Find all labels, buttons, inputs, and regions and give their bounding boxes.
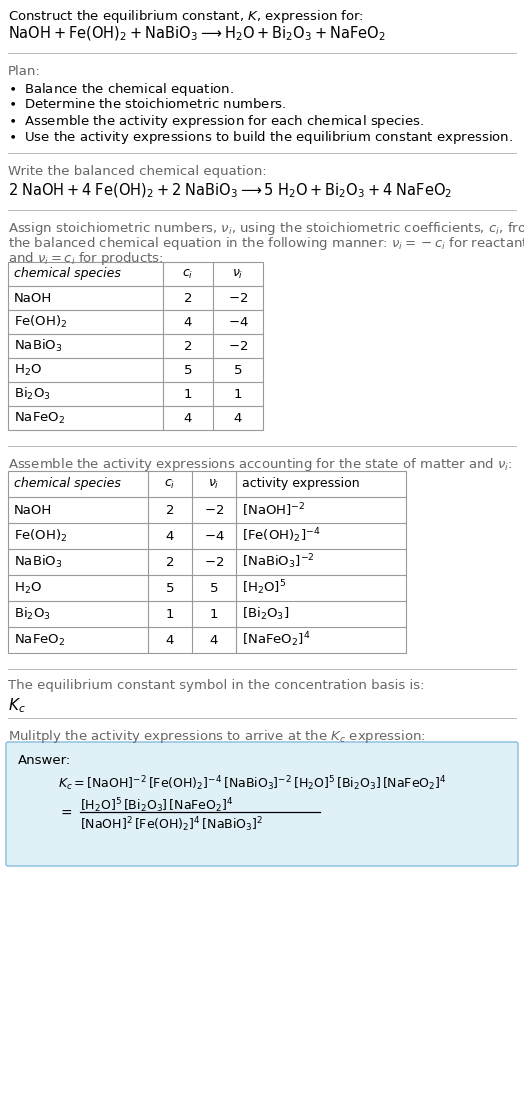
Text: Answer:: Answer: — [18, 754, 71, 767]
Text: Plan:: Plan: — [8, 65, 41, 78]
Text: $\mathrm{H_2O}$: $\mathrm{H_2O}$ — [14, 363, 42, 378]
Text: 1: 1 — [210, 608, 219, 621]
Text: $-2$: $-2$ — [204, 503, 224, 517]
Text: $-2$: $-2$ — [228, 340, 248, 353]
Text: $[\mathrm{Fe(OH)_2}]^{-4}$: $[\mathrm{Fe(OH)_2}]^{-4}$ — [242, 526, 321, 545]
Text: The equilibrium constant symbol in the concentration basis is:: The equilibrium constant symbol in the c… — [8, 679, 424, 692]
Text: 4: 4 — [210, 633, 218, 646]
Text: Construct the equilibrium constant, $K$, expression for:: Construct the equilibrium constant, $K$,… — [8, 8, 364, 25]
Text: $\mathrm{NaBiO_3}$: $\mathrm{NaBiO_3}$ — [14, 554, 62, 570]
Text: $\mathrm{H_2O}$: $\mathrm{H_2O}$ — [14, 580, 42, 596]
Text: $\bullet\;$ Use the activity expressions to build the equilibrium constant expre: $\bullet\;$ Use the activity expressions… — [8, 129, 513, 146]
Text: $[\mathrm{H_2O}]^5$: $[\mathrm{H_2O}]^5$ — [242, 579, 286, 598]
Text: $\bullet\;$ Assemble the activity expression for each chemical species.: $\bullet\;$ Assemble the activity expres… — [8, 113, 424, 130]
Text: $=$: $=$ — [58, 804, 73, 819]
Text: the balanced chemical equation in the following manner: $\nu_i = -c_i$ for react: the balanced chemical equation in the fo… — [8, 235, 524, 252]
Text: $[\mathrm{NaOH}]^{-2}$: $[\mathrm{NaOH}]^{-2}$ — [242, 501, 305, 519]
Text: 2: 2 — [184, 291, 192, 304]
Text: $[\mathrm{H_2O}]^5\,[\mathrm{Bi_2O_3}]\,[\mathrm{NaFeO_2}]^4$: $[\mathrm{H_2O}]^5\,[\mathrm{Bi_2O_3}]\,… — [80, 796, 234, 814]
Text: 4: 4 — [184, 411, 192, 424]
Text: 4: 4 — [184, 315, 192, 329]
Text: 5: 5 — [166, 581, 174, 595]
Text: $c_i$: $c_i$ — [165, 477, 176, 490]
Text: 5: 5 — [184, 364, 192, 377]
Text: Assemble the activity expressions accounting for the state of matter and $\nu_i$: Assemble the activity expressions accoun… — [8, 456, 512, 473]
Bar — [8, 262, 263, 430]
Bar — [8, 471, 406, 653]
Text: $\mathrm{2\;NaOH + 4\;Fe(OH)_2 + 2\;NaBiO_3 \longrightarrow 5\;H_2O + Bi_2O_3 + : $\mathrm{2\;NaOH + 4\;Fe(OH)_2 + 2\;NaBi… — [8, 182, 452, 200]
Text: chemical species: chemical species — [14, 267, 121, 280]
Text: chemical species: chemical species — [14, 477, 121, 490]
Text: $\mathrm{NaOH + Fe(OH)_2 + NaBiO_3 \longrightarrow H_2O + Bi_2O_3 + NaFeO_2}$: $\mathrm{NaOH + Fe(OH)_2 + NaBiO_3 \long… — [8, 25, 386, 43]
Text: $\mathrm{Fe(OH)_2}$: $\mathrm{Fe(OH)_2}$ — [14, 314, 68, 330]
Text: $\mathrm{Bi_2O_3}$: $\mathrm{Bi_2O_3}$ — [14, 606, 51, 622]
Text: $[\mathrm{NaBiO_3}]^{-2}$: $[\mathrm{NaBiO_3}]^{-2}$ — [242, 553, 315, 571]
Text: $-2$: $-2$ — [228, 291, 248, 304]
Text: $\mathrm{Bi_2O_3}$: $\mathrm{Bi_2O_3}$ — [14, 386, 51, 402]
Text: $-4$: $-4$ — [227, 315, 248, 329]
Text: NaOH: NaOH — [14, 503, 52, 517]
Text: 4: 4 — [166, 633, 174, 646]
Text: $-2$: $-2$ — [204, 555, 224, 568]
Text: 5: 5 — [210, 581, 219, 595]
Text: $[\mathrm{Bi_2O_3}]$: $[\mathrm{Bi_2O_3}]$ — [242, 606, 289, 622]
Text: activity expression: activity expression — [242, 477, 359, 490]
Text: 2: 2 — [166, 555, 174, 568]
Text: $\mathrm{Fe(OH)_2}$: $\mathrm{Fe(OH)_2}$ — [14, 528, 68, 544]
Text: $\mathrm{NaFeO_2}$: $\mathrm{NaFeO_2}$ — [14, 632, 66, 647]
Text: NaOH: NaOH — [14, 291, 52, 304]
Text: 4: 4 — [234, 411, 242, 424]
Text: $\bullet\;$ Balance the chemical equation.: $\bullet\;$ Balance the chemical equatio… — [8, 81, 234, 98]
Text: 5: 5 — [234, 364, 242, 377]
Text: $\bullet\;$ Determine the stoichiometric numbers.: $\bullet\;$ Determine the stoichiometric… — [8, 97, 286, 111]
Text: and $\nu_i = c_i$ for products:: and $\nu_i = c_i$ for products: — [8, 249, 163, 267]
Text: $c_i$: $c_i$ — [182, 267, 194, 280]
Text: $-4$: $-4$ — [204, 530, 224, 543]
Text: $[\mathrm{NaOH}]^2\,[\mathrm{Fe(OH)_2}]^4\,[\mathrm{NaBiO_3}]^2$: $[\mathrm{NaOH}]^2\,[\mathrm{Fe(OH)_2}]^… — [80, 815, 263, 834]
Text: $\mathrm{NaFeO_2}$: $\mathrm{NaFeO_2}$ — [14, 410, 66, 425]
Text: $K_c$: $K_c$ — [8, 696, 26, 714]
Text: $\nu_i$: $\nu_i$ — [209, 477, 220, 490]
Text: Mulitply the activity expressions to arrive at the $K_c$ expression:: Mulitply the activity expressions to arr… — [8, 728, 426, 745]
Text: 1: 1 — [234, 388, 242, 400]
Text: 1: 1 — [166, 608, 174, 621]
Text: 2: 2 — [184, 340, 192, 353]
Text: $K_c = [\mathrm{NaOH}]^{-2}\,[\mathrm{Fe(OH)_2}]^{-4}\,[\mathrm{NaBiO_3}]^{-2}\,: $K_c = [\mathrm{NaOH}]^{-2}\,[\mathrm{Fe… — [58, 774, 447, 792]
Text: 1: 1 — [184, 388, 192, 400]
Text: Assign stoichiometric numbers, $\nu_i$, using the stoichiometric coefficients, $: Assign stoichiometric numbers, $\nu_i$, … — [8, 220, 524, 237]
Text: 4: 4 — [166, 530, 174, 543]
Text: $\mathrm{NaBiO_3}$: $\mathrm{NaBiO_3}$ — [14, 338, 62, 354]
Text: Write the balanced chemical equation:: Write the balanced chemical equation: — [8, 165, 267, 178]
Text: $\nu_i$: $\nu_i$ — [232, 267, 244, 280]
Text: $[\mathrm{NaFeO_2}]^4$: $[\mathrm{NaFeO_2}]^4$ — [242, 631, 310, 650]
Text: 2: 2 — [166, 503, 174, 517]
FancyBboxPatch shape — [6, 742, 518, 866]
